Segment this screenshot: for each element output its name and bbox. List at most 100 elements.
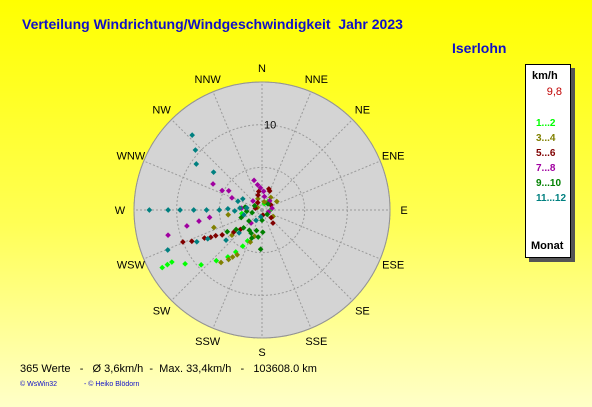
- data-point: [250, 198, 256, 204]
- legend-max-value: 9,8: [546, 86, 562, 98]
- data-point: [169, 259, 175, 265]
- legend-item: 11...12: [536, 193, 567, 204]
- data-point: [219, 232, 226, 238]
- data-point: [235, 198, 241, 205]
- direction-label-w: W: [115, 205, 126, 217]
- data-point: [146, 207, 153, 213]
- data-point: [212, 232, 219, 239]
- data-point: [190, 207, 197, 213]
- data-point: [189, 132, 195, 138]
- direction-label-ene: ENE: [382, 151, 405, 163]
- data-point: [193, 238, 200, 245]
- direction-label-ssw: SSW: [195, 336, 221, 348]
- credit-wswin: © WsWin32: [20, 381, 58, 388]
- data-point: [159, 264, 166, 271]
- grid-spoke: [212, 91, 263, 211]
- data-point: [198, 261, 204, 268]
- data-point: [213, 257, 220, 264]
- location-label: Iserlohn: [452, 40, 507, 56]
- data-point: [177, 207, 183, 213]
- data-point: [257, 185, 264, 191]
- data-point: [229, 254, 236, 260]
- data-point: [223, 237, 229, 243]
- direction-label-e: E: [400, 205, 407, 217]
- direction-label-nw: NW: [152, 105, 171, 117]
- data-point: [164, 261, 171, 268]
- direction-label-nnw: NNW: [195, 74, 222, 86]
- direction-label-nne: NNE: [305, 74, 328, 86]
- data-point: [243, 208, 250, 215]
- data-point: [206, 214, 213, 221]
- data-point: [248, 230, 255, 237]
- data-point: [165, 232, 171, 239]
- data-point: [264, 211, 271, 218]
- data-point: [210, 181, 216, 187]
- grid-spoke: [261, 160, 381, 211]
- legend-item: 3...4: [536, 133, 556, 144]
- data-point: [211, 224, 217, 231]
- data-point: [255, 234, 262, 240]
- data-point: [259, 229, 266, 236]
- data-point: [203, 207, 210, 213]
- grid-spoke: [171, 209, 263, 301]
- legend-item: 1...2: [536, 118, 556, 129]
- data-point: [253, 217, 259, 224]
- data-point: [270, 220, 276, 226]
- data-point: [241, 212, 247, 218]
- data-point: [218, 259, 224, 266]
- data-point: [192, 147, 199, 153]
- legend-item: 9...10: [536, 178, 562, 189]
- direction-label-n: N: [258, 63, 266, 75]
- data-point: [164, 247, 171, 253]
- data-point: [193, 161, 200, 167]
- data-point: [219, 187, 225, 194]
- grid-spoke: [171, 119, 263, 211]
- data-point: [246, 218, 252, 224]
- data-point: [229, 195, 235, 201]
- data-point: [240, 224, 247, 231]
- credit-author: - © Heiko Blödorn: [84, 381, 140, 388]
- data-point: [225, 187, 232, 194]
- data-point: [225, 256, 232, 263]
- data-point: [254, 199, 261, 206]
- grid-ring: [133, 81, 391, 339]
- data-point: [233, 226, 239, 233]
- data-point: [182, 261, 188, 267]
- data-point: [239, 243, 246, 249]
- direction-label-wsw: WSW: [117, 259, 146, 271]
- data-point: [196, 218, 202, 224]
- data-point: [251, 177, 257, 184]
- data-point: [268, 214, 274, 221]
- grid-spoke: [261, 209, 312, 329]
- data-point: [184, 223, 190, 229]
- grid-spoke: [261, 209, 353, 301]
- stats-line: 365 Werte - Ø 3,6km/h - Max. 33,4km/h - …: [20, 363, 317, 375]
- data-point: [255, 195, 261, 202]
- grid-spoke: [212, 209, 263, 329]
- legend-unit: km/h: [532, 70, 558, 82]
- data-point: [273, 198, 280, 205]
- direction-label-ne: NE: [355, 105, 370, 117]
- data-point: [239, 196, 246, 202]
- direction-label-ese: ESE: [382, 259, 404, 271]
- data-point: [225, 211, 232, 218]
- chart-title: Verteilung Windrichtung/Windgeschwindigk…: [22, 16, 403, 32]
- legend: km/h 9,8 1...2 3...4 5...6 7...8 9...10 11...…: [525, 64, 571, 258]
- data-point: [225, 205, 231, 212]
- direction-label-s: S: [258, 347, 265, 359]
- data-point: [269, 205, 275, 212]
- data-point: [261, 193, 268, 200]
- grid-spoke: [261, 119, 353, 211]
- direction-label-wnw: WNW: [116, 151, 145, 163]
- data-point: [265, 201, 271, 207]
- data-point: [257, 246, 264, 253]
- grid-spoke: [143, 160, 263, 211]
- data-point: [251, 202, 258, 209]
- direction-label-sw: SW: [153, 305, 171, 317]
- data-point: [210, 169, 217, 176]
- data-point: [165, 207, 171, 213]
- data-point: [189, 238, 195, 245]
- data-point: [236, 230, 242, 236]
- data-point: [261, 198, 268, 205]
- data-point: [257, 213, 264, 220]
